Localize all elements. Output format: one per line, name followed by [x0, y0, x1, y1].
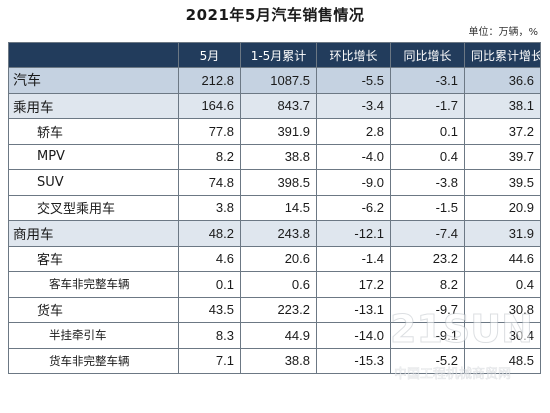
table-row: 汽车 212.8 1087.5 -5.5 -3.1 36.6: [8, 67, 541, 94]
cell-yoy-growth: 8.2: [390, 271, 465, 298]
cell-yoy-cumulative-growth: 44.6: [464, 245, 541, 272]
cell-yoy-growth: -3.8: [390, 169, 465, 196]
cell-yoy-growth: -7.4: [390, 220, 465, 247]
header-may: 5月: [178, 42, 241, 68]
cell-mom-growth: -12.1: [316, 220, 391, 247]
cell-mom-growth: -14.0: [316, 322, 391, 349]
table-row: 乘用车 164.6 843.7 -3.4 -1.7 38.1: [8, 92, 541, 119]
cell-jan-may-cumulative: 38.8: [240, 143, 317, 170]
table-row: 货车非完整车辆 7.1 38.8 -15.3 -5.2 48.5: [8, 347, 541, 374]
cell-yoy-growth: -5.2: [390, 347, 465, 374]
table-row: SUV 74.8 398.5 -9.0 -3.8 39.5: [8, 169, 541, 196]
cell-may: 8.2: [178, 143, 241, 170]
table-row: 轿车 77.8 391.9 2.8 0.1 37.2: [8, 118, 541, 145]
table-row: MPV 8.2 38.8 -4.0 0.4 39.7: [8, 143, 541, 170]
sales-table: 5月 1-5月累计 环比增长 同比增长 同比累计增长 汽车 212.8 1087.5…: [8, 42, 541, 374]
cell-yoy-cumulative-growth: 36.6: [464, 67, 541, 94]
row-label: 轿车: [8, 118, 179, 145]
table-row: 客车 4.6 20.6 -1.4 23.2 44.6: [8, 245, 541, 272]
cell-mom-growth: -3.4: [316, 92, 391, 119]
cell-jan-may-cumulative: 14.5: [240, 194, 317, 221]
cell-yoy-growth: 0.4: [390, 143, 465, 170]
cell-yoy-cumulative-growth: 37.2: [464, 118, 541, 145]
cell-yoy-cumulative-growth: 38.1: [464, 92, 541, 119]
cell-mom-growth: 2.8: [316, 118, 391, 145]
table-row: 半挂牵引车 8.3 44.9 -14.0 -9.1 30.4: [8, 322, 541, 349]
row-label: 客车: [8, 245, 179, 272]
cell-may: 48.2: [178, 220, 241, 247]
table-row: 商用车 48.2 243.8 -12.1 -7.4 31.9: [8, 220, 541, 247]
header-yoy-growth: 同比增长: [390, 42, 465, 68]
row-label: SUV: [8, 169, 179, 196]
cell-mom-growth: -5.5: [316, 67, 391, 94]
cell-mom-growth: 17.2: [316, 271, 391, 298]
cell-mom-growth: -15.3: [316, 347, 391, 374]
cell-may: 0.1: [178, 271, 241, 298]
cell-yoy-cumulative-growth: 48.5: [464, 347, 541, 374]
cell-yoy-cumulative-growth: 30.4: [464, 322, 541, 349]
table-header-row: 5月 1-5月累计 环比增长 同比增长 同比累计增长: [8, 42, 541, 68]
cell-yoy-cumulative-growth: 30.8: [464, 296, 541, 323]
row-label: MPV: [8, 143, 179, 170]
cell-yoy-growth: -1.7: [390, 92, 465, 119]
header-jan-may-cumulative: 1-5月累计: [240, 42, 317, 68]
cell-yoy-growth: 23.2: [390, 245, 465, 272]
row-label: 汽车: [8, 67, 179, 94]
cell-may: 4.6: [178, 245, 241, 272]
cell-may: 212.8: [178, 67, 241, 94]
row-label: 货车: [8, 296, 179, 323]
cell-mom-growth: -6.2: [316, 194, 391, 221]
cell-jan-may-cumulative: 223.2: [240, 296, 317, 323]
cell-jan-may-cumulative: 44.9: [240, 322, 317, 349]
cell-jan-may-cumulative: 243.8: [240, 220, 317, 247]
table-row: 交叉型乘用车 3.8 14.5 -6.2 -1.5 20.9: [8, 194, 541, 221]
table-row: 客车非完整车辆 0.1 0.6 17.2 8.2 0.4: [8, 271, 541, 298]
cell-jan-may-cumulative: 398.5: [240, 169, 317, 196]
cell-may: 43.5: [178, 296, 241, 323]
cell-jan-may-cumulative: 391.9: [240, 118, 317, 145]
cell-may: 3.8: [178, 194, 241, 221]
cell-yoy-growth: -9.7: [390, 296, 465, 323]
cell-yoy-cumulative-growth: 31.9: [464, 220, 541, 247]
cell-may: 7.1: [178, 347, 241, 374]
cell-yoy-cumulative-growth: 39.7: [464, 143, 541, 170]
header-category: [8, 42, 179, 68]
cell-jan-may-cumulative: 38.8: [240, 347, 317, 374]
table-body: 汽车 212.8 1087.5 -5.5 -3.1 36.6 乘用车 164.6 843.7 -3…: [8, 67, 541, 374]
cell-yoy-growth: -3.1: [390, 67, 465, 94]
cell-jan-may-cumulative: 843.7: [240, 92, 317, 119]
cell-yoy-cumulative-growth: 39.5: [464, 169, 541, 196]
row-label: 乘用车: [8, 92, 179, 119]
cell-yoy-cumulative-growth: 20.9: [464, 194, 541, 221]
row-label: 客车非完整车辆: [8, 271, 179, 298]
cell-jan-may-cumulative: 1087.5: [240, 67, 317, 94]
row-label: 交叉型乘用车: [8, 194, 179, 221]
unit-note: 单位：万辆，%: [468, 27, 538, 38]
cell-yoy-growth: -9.1: [390, 322, 465, 349]
cell-jan-may-cumulative: 20.6: [240, 245, 317, 272]
cell-mom-growth: -13.1: [316, 296, 391, 323]
header-mom-growth: 环比增长: [316, 42, 391, 68]
cell-yoy-cumulative-growth: 0.4: [464, 271, 541, 298]
cell-yoy-growth: 0.1: [390, 118, 465, 145]
row-label: 货车非完整车辆: [8, 347, 179, 374]
row-label: 半挂牵引车: [8, 322, 179, 349]
table-row: 货车 43.5 223.2 -13.1 -9.7 30.8: [8, 296, 541, 323]
cell-mom-growth: -9.0: [316, 169, 391, 196]
page-title: 2021年5月汽车销售情况: [185, 6, 365, 24]
cell-may: 8.3: [178, 322, 241, 349]
cell-mom-growth: -4.0: [316, 143, 391, 170]
cell-jan-may-cumulative: 0.6: [240, 271, 317, 298]
header-yoy-cumulative-growth: 同比累计增长: [464, 42, 541, 68]
cell-mom-growth: -1.4: [316, 245, 391, 272]
cell-may: 74.8: [178, 169, 241, 196]
cell-yoy-growth: -1.5: [390, 194, 465, 221]
cell-may: 77.8: [178, 118, 241, 145]
cell-may: 164.6: [178, 92, 241, 119]
row-label: 商用车: [8, 220, 179, 247]
